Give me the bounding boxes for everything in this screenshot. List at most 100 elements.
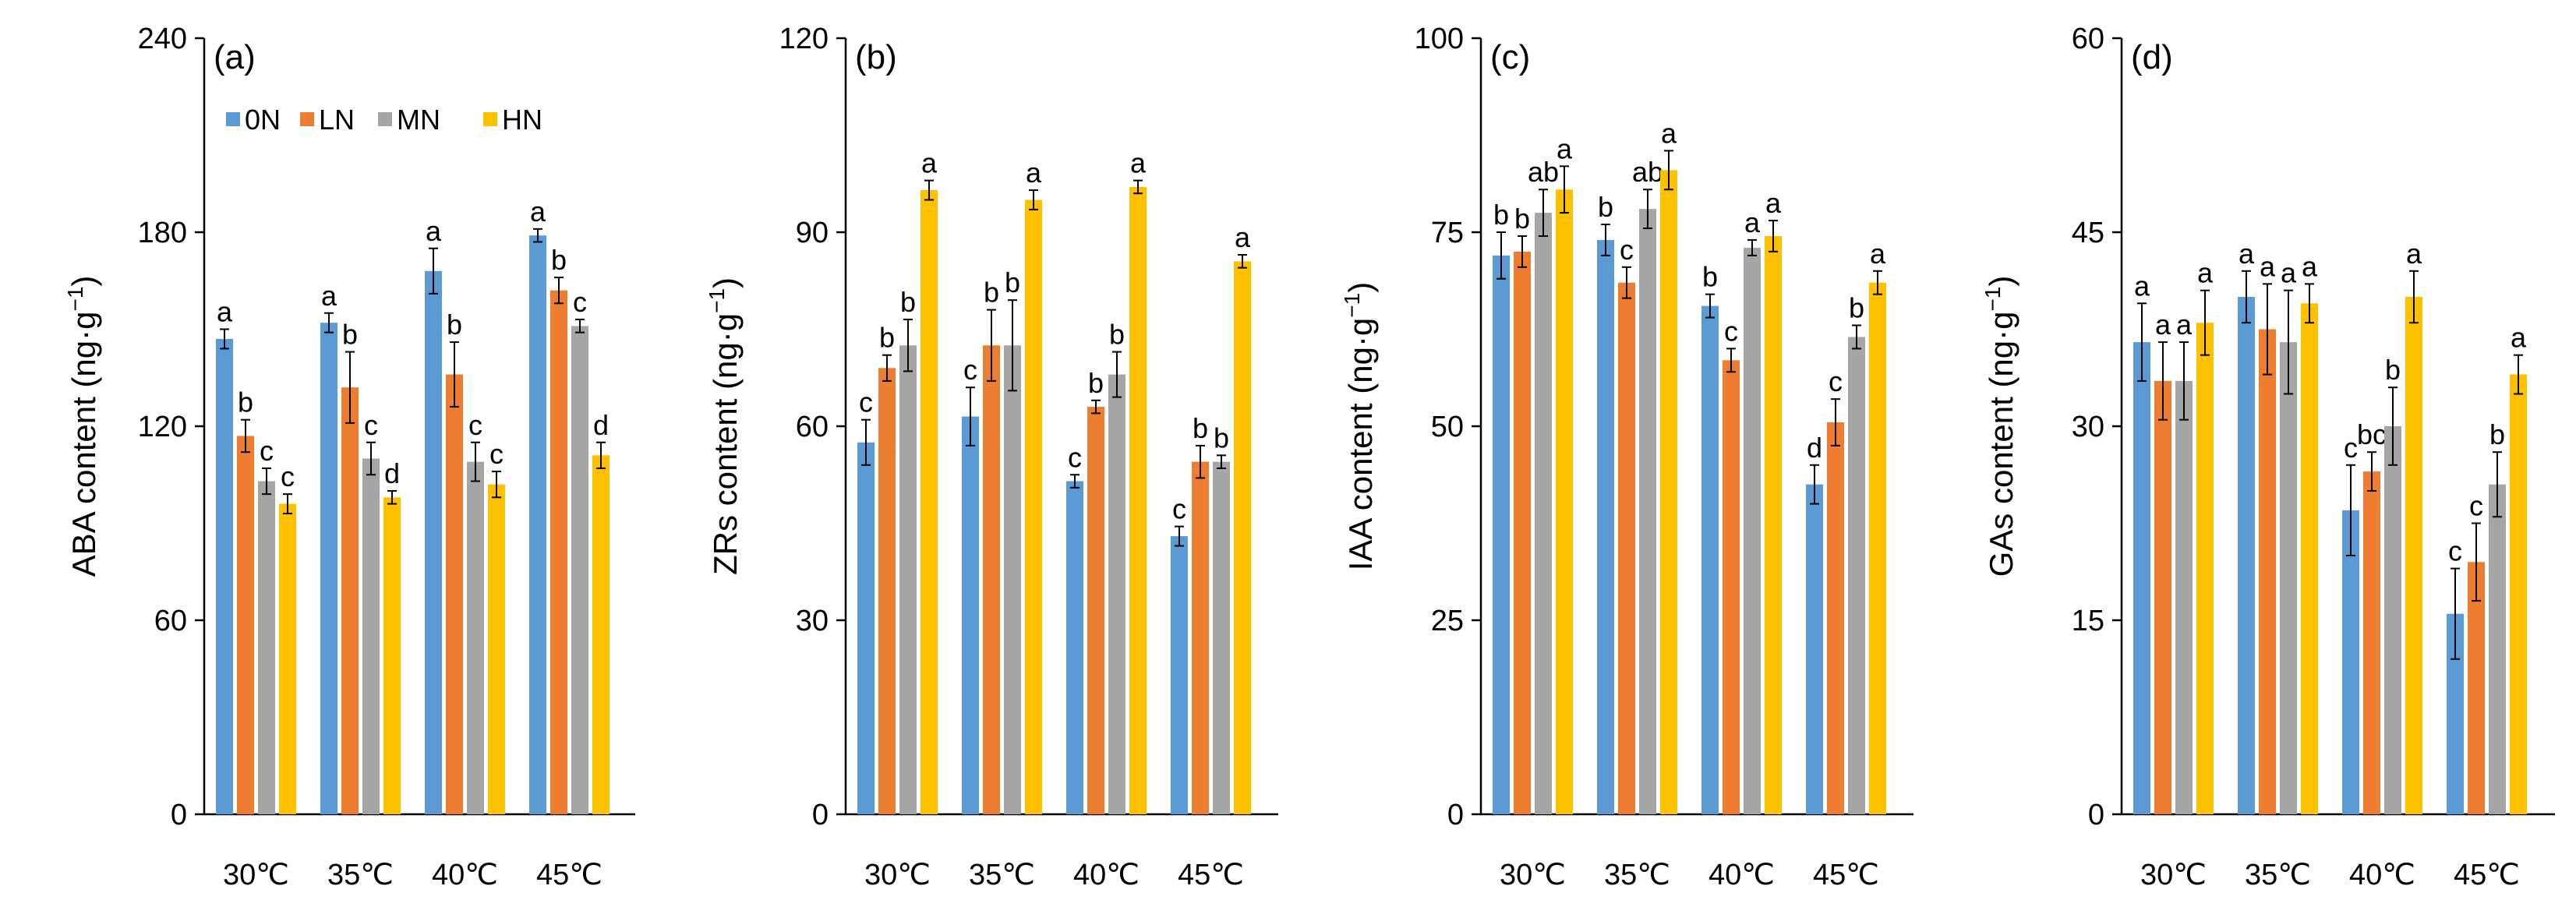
bar-LN-3 <box>1723 360 1740 815</box>
significance-letter: b <box>1598 191 1613 223</box>
significance-letter: d <box>593 409 609 441</box>
significance-letter: a <box>1026 157 1042 189</box>
significance-letter: a <box>217 296 233 328</box>
bar-LN-1 <box>1514 251 1531 814</box>
y-axis-title: ZRs content (ng·g−1) <box>705 277 744 575</box>
legend-label-LN: LN <box>319 104 355 136</box>
significance-letter: c <box>2469 490 2483 522</box>
bar-HN-3 <box>1765 235 1782 815</box>
significance-letter: b <box>1088 367 1104 399</box>
bar-0N-2 <box>2238 297 2255 814</box>
significance-letter: b <box>447 309 462 341</box>
y-axis-title-main: ABA content (ng·g <box>65 312 102 577</box>
bar-HN-3 <box>488 484 505 814</box>
significance-letter: a <box>1557 132 1573 164</box>
bar-0N-1 <box>1493 255 1510 814</box>
significance-letter: b <box>238 386 253 418</box>
bar-LN-1 <box>2154 380 2171 814</box>
y-axis-title-superscript: −1 <box>1981 287 2005 312</box>
y-tick-label: 25 <box>1431 605 1464 637</box>
bar-MN-3 <box>467 461 484 814</box>
y-axis-title-superscript: −1 <box>1340 293 1364 318</box>
significance-letter: c <box>573 286 587 318</box>
x-tick-label: 40℃ <box>432 859 498 891</box>
significance-letter: b <box>1109 319 1125 351</box>
y-tick-label: 30 <box>796 605 829 637</box>
y-tick-label: 120 <box>779 23 829 55</box>
legend-swatch-0N <box>226 112 240 126</box>
bar-MN-4 <box>1848 337 1865 815</box>
x-tick-label: 35℃ <box>969 859 1035 891</box>
bar-HN-4 <box>2510 374 2527 815</box>
significance-letter: b <box>1849 292 1864 324</box>
bar-HN-1 <box>279 503 296 814</box>
bar-MN-3 <box>1744 247 1761 814</box>
y-axis-title-superscript: −1 <box>63 287 87 312</box>
bar-HN-4 <box>1869 282 1886 814</box>
significance-letter: c <box>2344 432 2358 464</box>
significance-letter: c <box>489 438 504 470</box>
significance-letter: a <box>2406 238 2422 270</box>
x-tick-label: 40℃ <box>1708 859 1775 891</box>
y-axis-title: GAs content (ng·g−1) <box>1981 276 2019 577</box>
y-tick-label: 120 <box>138 411 187 443</box>
bar-0N-2 <box>1597 239 1614 815</box>
x-tick-label: 45℃ <box>536 859 602 891</box>
x-tick-label: 30℃ <box>1500 859 1566 891</box>
significance-letter: c <box>963 354 977 386</box>
bar-HN-2 <box>1025 199 1042 814</box>
bar-MN-2 <box>362 458 380 814</box>
legend-swatch-MN <box>378 112 392 126</box>
legend: 0N LN MN HN <box>226 104 542 136</box>
y-axis-title-end: ) <box>1342 282 1379 293</box>
bar-MN-2 <box>1004 345 1021 814</box>
significance-letter: b <box>1005 266 1020 298</box>
y-tick-label: 30 <box>2072 411 2104 443</box>
y-tick-label: 60 <box>2072 23 2104 55</box>
significance-letter: d <box>384 457 400 489</box>
significance-letter: ab <box>1528 156 1559 188</box>
x-tick-label: 40℃ <box>2349 859 2415 891</box>
significance-letter: b <box>2385 354 2401 386</box>
bar-HN-4 <box>592 455 610 814</box>
significance-letter: a <box>321 280 337 312</box>
bar-0N-3 <box>1066 481 1083 814</box>
x-tick-label: 30℃ <box>223 859 289 891</box>
significance-letter: a <box>1661 117 1677 149</box>
bar-MN-1 <box>899 345 917 814</box>
significance-letter: a <box>1765 187 1782 219</box>
bar-HN-1 <box>2196 323 2214 814</box>
y-axis-title-end: ) <box>707 277 744 288</box>
x-tick-label: 35℃ <box>1604 859 1670 891</box>
y-tick-label: 90 <box>796 217 829 249</box>
y-tick-label: 75 <box>1431 217 1464 249</box>
bar-0N-2 <box>320 323 337 814</box>
y-tick-label: 180 <box>138 217 187 249</box>
bar-MN-2 <box>1639 209 1656 814</box>
bar-MN-1 <box>1535 213 1552 815</box>
y-axis-title-end: ) <box>65 276 102 287</box>
bar-LN-3 <box>1087 407 1104 814</box>
x-tick-label: 40℃ <box>1073 859 1140 891</box>
x-tick-label: 30℃ <box>864 859 931 891</box>
y-tick-label: 50 <box>1431 411 1464 443</box>
bar-LN-4 <box>2468 562 2485 814</box>
x-tick-label: 35℃ <box>2245 859 2311 891</box>
bar-HN-1 <box>1556 189 1573 815</box>
significance-letter: a <box>2155 309 2171 341</box>
bar-HN-1 <box>921 190 938 815</box>
bar-LN-2 <box>983 345 1000 814</box>
panel-label: (a) <box>214 38 256 76</box>
significance-letter: a <box>530 196 546 228</box>
bar-MN-3 <box>1108 374 1125 815</box>
significance-letter: b <box>342 319 358 351</box>
bar-LN-2 <box>1618 282 1635 814</box>
y-tick-label: 0 <box>2088 799 2104 831</box>
bar-0N-3 <box>425 270 442 814</box>
significance-letter: a <box>921 147 938 179</box>
significance-letter: bc <box>2357 418 2387 450</box>
bar-LN-3 <box>2363 471 2380 814</box>
significance-letter: a <box>2511 322 2527 354</box>
